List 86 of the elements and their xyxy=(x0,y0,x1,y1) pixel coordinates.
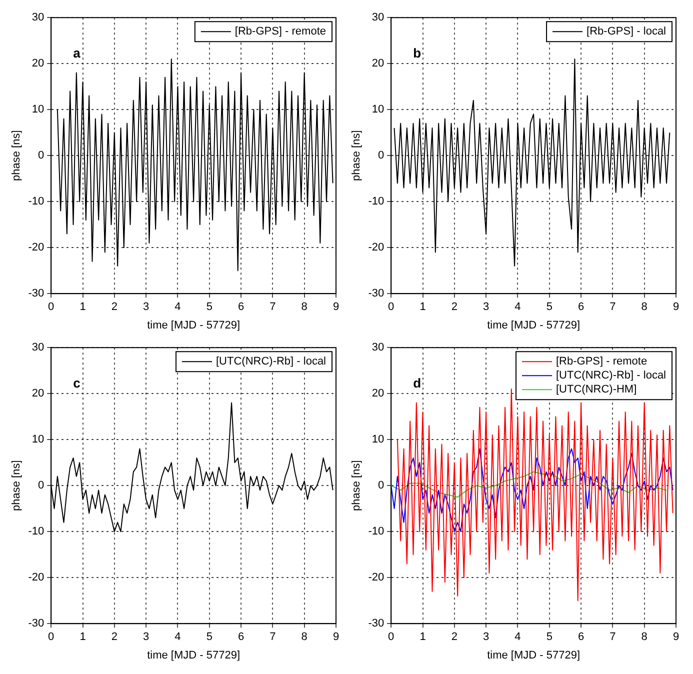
x-tick-label: 0 xyxy=(388,301,394,314)
x-tick-label: 7 xyxy=(270,301,276,314)
x-tick-label: 8 xyxy=(641,301,648,314)
x-axis-title: time [MJD - 57729] xyxy=(487,649,580,662)
y-tick-label: 0 xyxy=(38,150,44,162)
y-axis-title: phase [ns] xyxy=(10,130,23,181)
x-tick-label: 5 xyxy=(546,631,552,644)
x-tick-label: 6 xyxy=(238,301,244,314)
x-tick-label: 7 xyxy=(270,631,276,644)
y-tick-label: -30 xyxy=(28,618,44,630)
y-tick-label: -30 xyxy=(368,618,384,630)
annotation: d xyxy=(413,376,422,391)
x-tick-label: 1 xyxy=(80,631,86,644)
annotation: c xyxy=(73,376,80,391)
x-tick-label: 6 xyxy=(578,631,584,644)
x-tick-label: 5 xyxy=(206,631,212,644)
legend-label: [UTC(NRC)-Rb] - local xyxy=(556,370,666,382)
x-tick-label: 8 xyxy=(641,631,648,644)
y-tick-label: 10 xyxy=(372,434,384,446)
x-axis-title: time [MJD - 57729] xyxy=(147,319,240,332)
x-tick-label: 1 xyxy=(80,301,86,314)
y-axis-title: phase [ns] xyxy=(350,130,363,181)
x-tick-label: 8 xyxy=(301,301,308,314)
x-tick-label: 4 xyxy=(174,301,181,314)
x-tick-label: 0 xyxy=(48,301,54,314)
y-tick-label: -10 xyxy=(28,526,44,538)
legend-label: [UTC(NRC)-HM] xyxy=(556,384,637,396)
x-tick-label: 0 xyxy=(388,631,394,644)
annotation: a xyxy=(73,46,82,61)
y-tick-label: 10 xyxy=(372,104,384,116)
x-tick-label: 9 xyxy=(332,631,340,644)
y-tick-label: 20 xyxy=(32,58,44,70)
x-tick-label: 6 xyxy=(578,301,584,314)
x-tick-label: 4 xyxy=(514,301,521,314)
x-tick-label: 9 xyxy=(332,301,340,314)
x-tick-label: 2 xyxy=(451,301,458,314)
x-tick-label: 1 xyxy=(420,631,426,644)
x-tick-label: 3 xyxy=(483,631,490,644)
legend-label: [Rb-GPS] - remote xyxy=(234,26,326,38)
x-axis-title: time [MJD - 57729] xyxy=(487,319,580,332)
y-tick-label: -30 xyxy=(368,288,384,300)
y-tick-label: 0 xyxy=(378,480,384,492)
x-tick-label: 8 xyxy=(301,631,308,644)
y-tick-label: -20 xyxy=(28,242,44,254)
y-tick-label: 10 xyxy=(32,104,44,116)
y-tick-label: -20 xyxy=(368,242,384,254)
x-tick-label: 0 xyxy=(48,631,54,644)
x-tick-label: 1 xyxy=(420,301,426,314)
x-tick-label: 9 xyxy=(672,631,680,644)
y-tick-label: -10 xyxy=(368,196,384,208)
x-tick-label: 4 xyxy=(174,631,181,644)
y-tick-label: 0 xyxy=(378,150,384,162)
y-tick-label: -30 xyxy=(28,288,44,300)
y-axis-title: phase [ns] xyxy=(350,460,363,511)
y-tick-label: 20 xyxy=(372,388,384,400)
x-tick-label: 4 xyxy=(514,631,521,644)
x-tick-label: 5 xyxy=(206,301,212,314)
y-tick-label: -20 xyxy=(368,572,384,584)
y-tick-label: 20 xyxy=(32,388,44,400)
y-tick-label: 10 xyxy=(32,434,44,446)
y-tick-label: -10 xyxy=(28,196,44,208)
y-tick-label: 20 xyxy=(372,58,384,70)
legend-label: [UTC(NRC)-Rb] - local xyxy=(216,356,326,368)
annotation: b xyxy=(413,46,422,61)
x-tick-label: 2 xyxy=(111,301,118,314)
y-tick-label: 30 xyxy=(32,342,44,354)
legend-label: [Rb-GPS] - local xyxy=(586,26,666,38)
x-axis-title: time [MJD - 57729] xyxy=(147,649,240,662)
y-tick-label: 30 xyxy=(32,12,44,24)
y-tick-label: 0 xyxy=(38,480,44,492)
x-tick-label: 5 xyxy=(546,301,552,314)
y-tick-label: 30 xyxy=(372,342,384,354)
x-tick-label: 7 xyxy=(610,631,616,644)
y-axis-title: phase [ns] xyxy=(10,460,23,511)
x-tick-label: 3 xyxy=(143,631,150,644)
x-tick-label: 7 xyxy=(610,301,616,314)
x-tick-label: 3 xyxy=(483,301,490,314)
legend-label: [Rb-GPS] - remote xyxy=(556,356,648,368)
y-tick-label: 30 xyxy=(372,12,384,24)
y-tick-label: -10 xyxy=(368,526,384,538)
x-tick-label: 3 xyxy=(143,301,150,314)
y-tick-label: -20 xyxy=(28,572,44,584)
x-tick-label: 6 xyxy=(238,631,244,644)
x-tick-label: 9 xyxy=(672,301,680,314)
x-tick-label: 2 xyxy=(111,631,118,644)
x-tick-label: 2 xyxy=(451,631,458,644)
